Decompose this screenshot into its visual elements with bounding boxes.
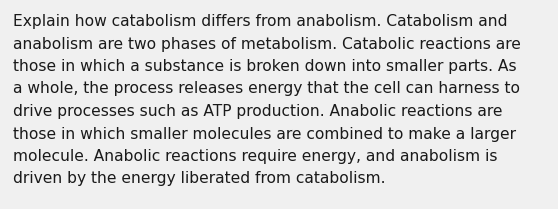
- Text: Explain how catabolism differs from anabolism. Catabolism and: Explain how catabolism differs from anab…: [13, 14, 507, 29]
- Text: those in which a substance is broken down into smaller parts. As: those in which a substance is broken dow…: [13, 59, 517, 74]
- Text: those in which smaller molecules are combined to make a larger: those in which smaller molecules are com…: [13, 126, 516, 141]
- Text: molecule. Anabolic reactions require energy, and anabolism is: molecule. Anabolic reactions require ene…: [13, 149, 498, 164]
- Text: drive processes such as ATP production. Anabolic reactions are: drive processes such as ATP production. …: [13, 104, 503, 119]
- Text: driven by the energy liberated from catabolism.: driven by the energy liberated from cata…: [13, 172, 386, 186]
- Text: a whole, the process releases energy that the cell can harness to: a whole, the process releases energy tha…: [13, 82, 520, 97]
- Text: anabolism are two phases of metabolism. Catabolic reactions are: anabolism are two phases of metabolism. …: [13, 37, 521, 51]
